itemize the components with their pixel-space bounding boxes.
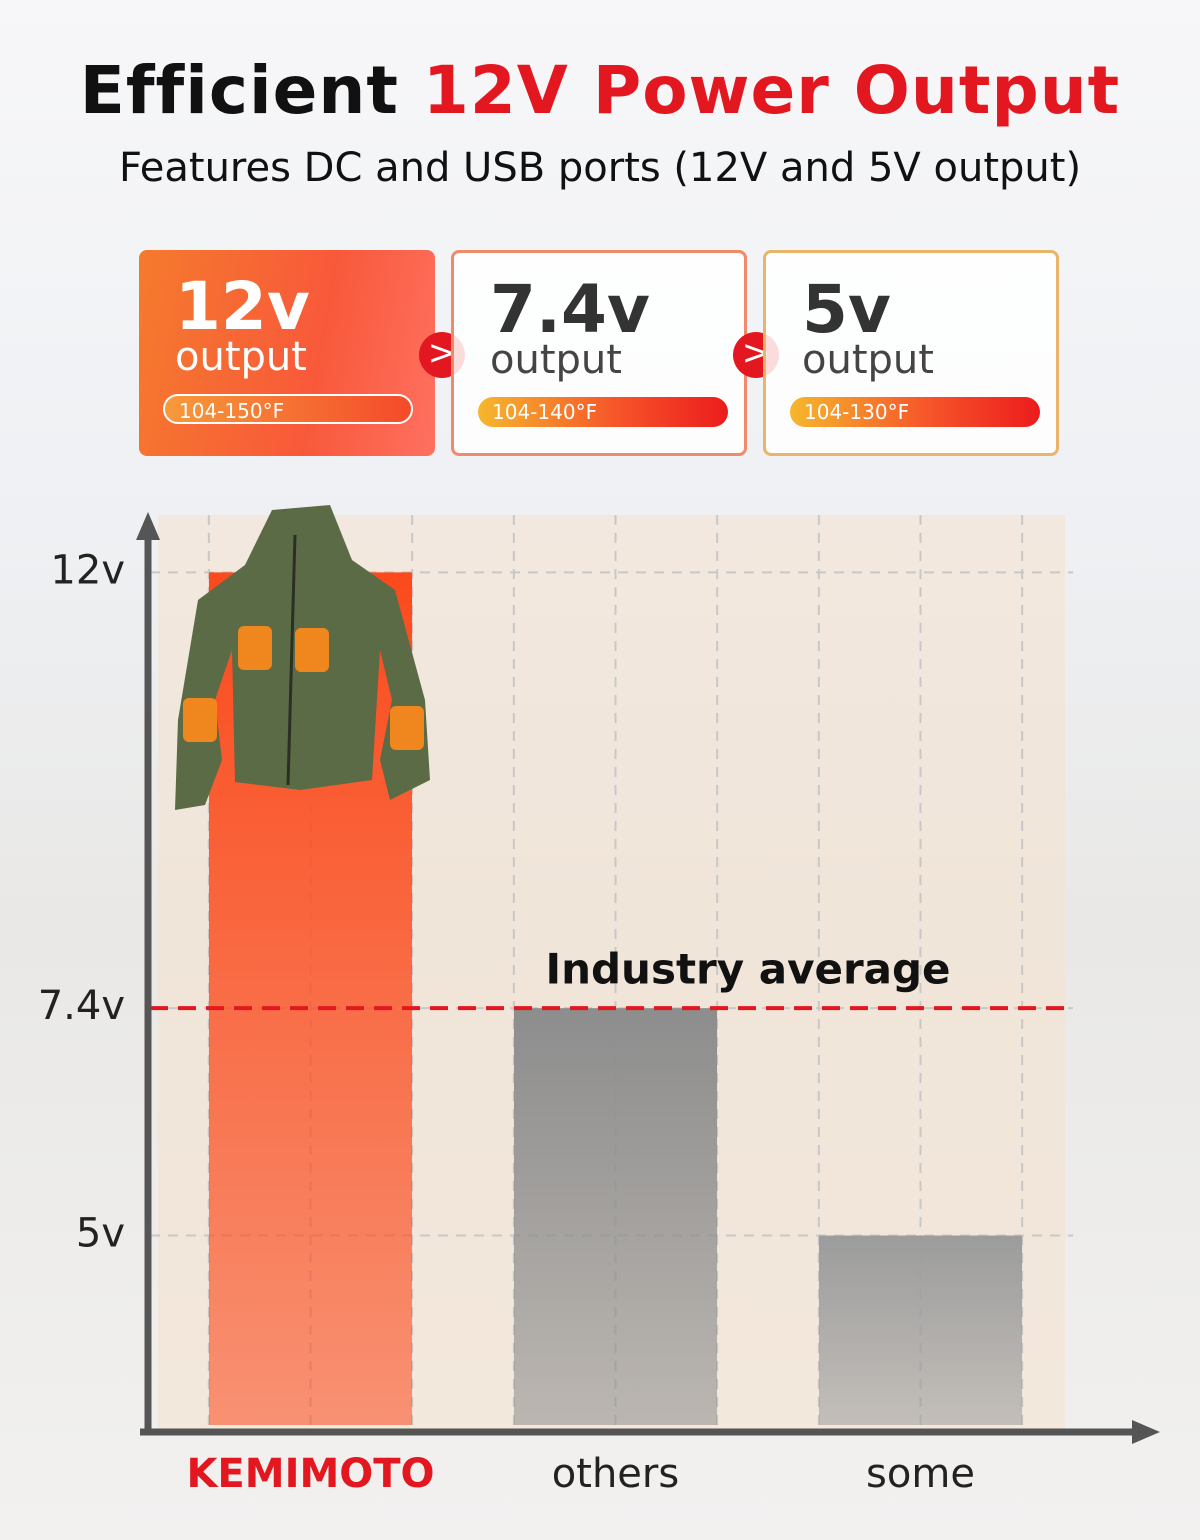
- title: Efficient 12V Power Output: [0, 52, 1200, 129]
- card-range: 104-130°F: [790, 397, 1040, 427]
- card: 7.4v output 104-140°F: [451, 250, 747, 456]
- y-axis-arrow: [136, 512, 160, 540]
- title-highlight: 12V Power Output: [422, 52, 1121, 129]
- x-tick-label: KEMIMOTO: [186, 1451, 434, 1497]
- card-range: 104-140°F: [478, 397, 728, 427]
- x-axis-arrow: [1132, 1420, 1160, 1444]
- jacket-image: [175, 505, 430, 810]
- y-tick-label: 7.4v: [38, 983, 125, 1029]
- card-label: output: [802, 337, 934, 383]
- reference-label: Industry average: [545, 945, 950, 994]
- card-label: output: [490, 337, 622, 383]
- x-tick-label: others: [552, 1451, 679, 1497]
- card-value: 12v: [175, 268, 310, 345]
- card: 5v output 104-130°F: [763, 250, 1059, 456]
- heating-pad: [390, 706, 424, 750]
- card-value: 7.4v: [490, 271, 650, 348]
- card-range: 104-150°F: [163, 394, 413, 424]
- y-tick-label: 12v: [50, 547, 125, 593]
- bar: [818, 1235, 1023, 1425]
- card-label: output: [175, 334, 307, 380]
- jacket-zip: [286, 534, 297, 786]
- subtitle: Features DC and USB ports (12V and 5V ou…: [118, 145, 1082, 191]
- heating-pad: [238, 626, 272, 670]
- bar: [513, 1008, 718, 1425]
- x-tick-label: some: [866, 1451, 975, 1497]
- heating-pad: [183, 698, 217, 742]
- title-part: Efficient: [79, 52, 399, 129]
- card-value: 5v: [802, 271, 891, 348]
- card: 12v output 104-150°F: [139, 250, 435, 456]
- y-tick-label: 5v: [76, 1211, 125, 1257]
- heating-pad: [295, 628, 329, 672]
